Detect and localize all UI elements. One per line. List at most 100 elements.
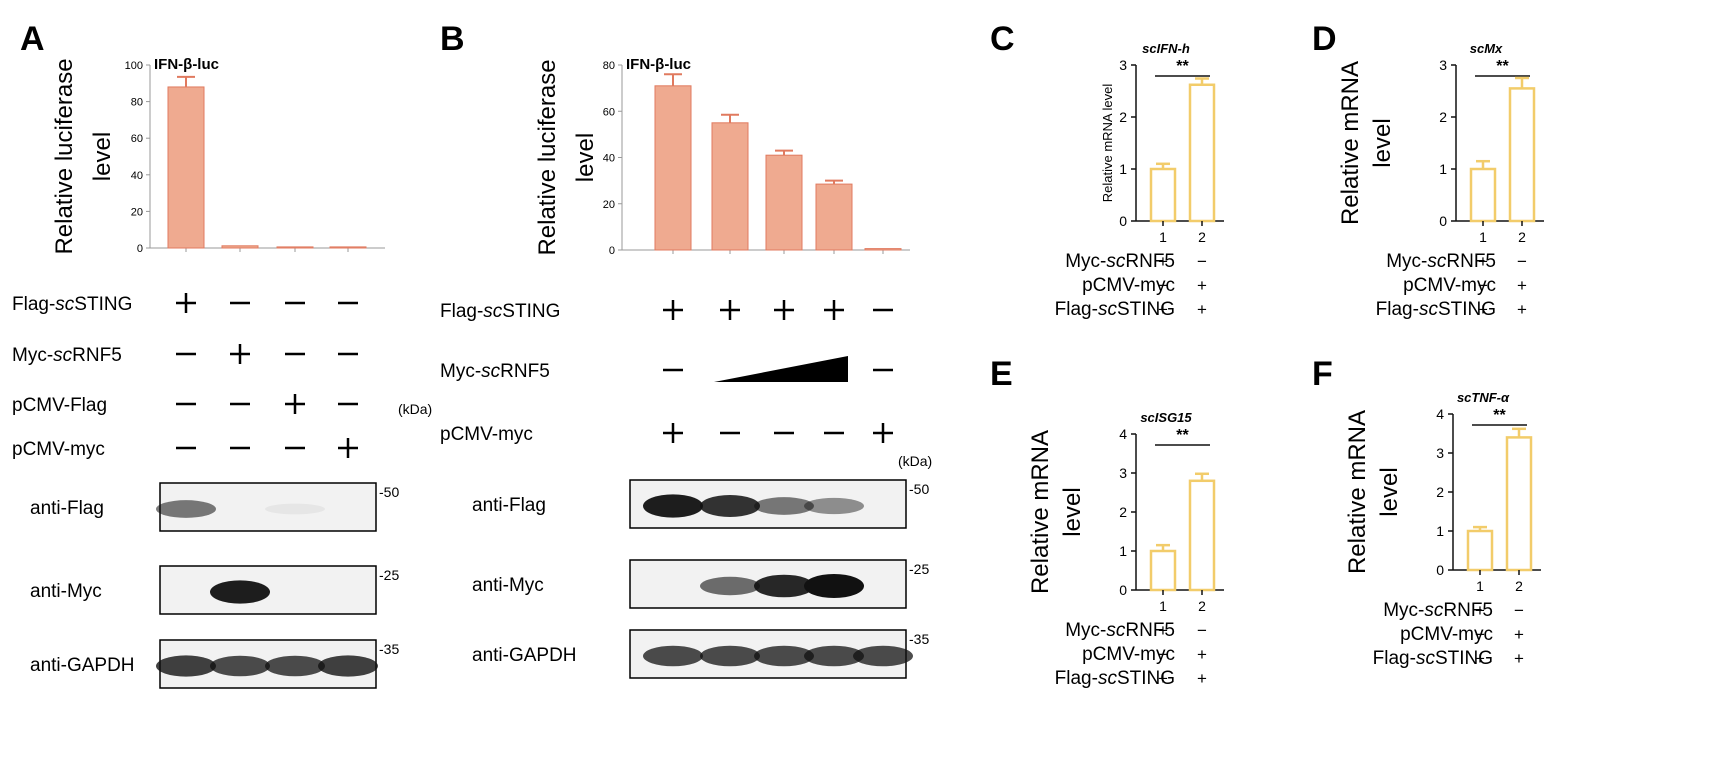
blot-label: anti-Myc: [472, 575, 544, 596]
y-tick-label: 2: [1439, 109, 1447, 125]
condition-label: Flag-scSTING: [1376, 299, 1496, 320]
plus-sign: +: [1158, 252, 1168, 271]
panel-label-c: C: [990, 20, 1015, 58]
chart-b: 0 20 40 60 80 Relative luciferase level IFN-β-l…: [440, 56, 932, 679]
y-tick-label: 4: [1119, 426, 1127, 442]
panel-label-b: B: [440, 20, 465, 58]
y-tick-label: 2: [1436, 484, 1444, 500]
panel-label-a: A: [20, 20, 45, 58]
condition-label: Myc-scRNF5: [12, 345, 122, 366]
condition-label: pCMV-myc: [1403, 275, 1496, 296]
y-axis-label: level: [1369, 118, 1396, 167]
bar: [815, 183, 853, 251]
plus-sign: +: [1197, 669, 1207, 688]
chart-title: IFN-β-luc: [154, 56, 219, 73]
y-tick-label: 100: [125, 60, 143, 72]
blot-band: [265, 655, 325, 677]
panel-label-e: E: [990, 355, 1013, 393]
bar: [1188, 479, 1216, 592]
y-tick-label: 1: [1439, 161, 1447, 177]
blot-label: anti-GAPDH: [30, 655, 135, 676]
plus-sign: +: [1478, 300, 1488, 319]
chart-f: 0 1 2 3 4 scTNF-α ** Relative mRNA level 1 2 Myc-sc…: [1344, 390, 1541, 669]
y-tick-label: 80: [603, 60, 615, 72]
minus-sign: −: [1475, 625, 1485, 644]
bar: [167, 86, 205, 249]
y-tick-label: 1: [1436, 523, 1444, 539]
minus-sign: −: [1158, 276, 1168, 295]
y-tick-label: 0: [137, 243, 143, 255]
gene-title: scMx: [1470, 41, 1503, 56]
y-tick-label: 40: [603, 153, 615, 165]
blot-label: anti-GAPDH: [472, 645, 577, 666]
condition-label: pCMV-myc: [440, 424, 533, 445]
y-axis-label: Relative mRNA: [1344, 410, 1371, 574]
plus-sign: +: [1197, 300, 1207, 319]
y-tick-label: 0: [1119, 582, 1127, 598]
plus-sign: +: [1158, 300, 1168, 319]
blot-band: [700, 645, 760, 667]
bar: [711, 122, 749, 251]
blot-band: [156, 655, 216, 677]
condition-label: pCMV-myc: [1082, 644, 1175, 665]
minus-sign: −: [1158, 645, 1168, 664]
blot-band: [754, 645, 814, 667]
bar: [1505, 436, 1533, 572]
blot-label: anti-Myc: [30, 581, 102, 602]
condition-label: Myc-scRNF5: [440, 361, 550, 382]
y-tick-label: 0: [1119, 213, 1127, 229]
condition-label: Flag-scSTING: [440, 301, 560, 322]
y-axis-label: Relative mRNA level: [1100, 84, 1115, 203]
blot-band: [643, 494, 703, 518]
marker-label: -35: [379, 641, 399, 657]
gene-title: scTNF-α: [1457, 390, 1510, 405]
condition-label: Flag-scSTING: [1373, 648, 1493, 669]
blot-band: [754, 497, 814, 515]
condition-label: Myc-scRNF5: [1065, 620, 1175, 641]
bar: [1508, 87, 1536, 223]
y-tick-label: 0: [1436, 562, 1444, 578]
minus-sign: −: [1517, 252, 1527, 271]
y-tick-label: 3: [1436, 445, 1444, 461]
y-axis-label: level: [1376, 467, 1403, 516]
x-tick-label: 1: [1159, 229, 1167, 245]
y-axis-label: level: [89, 132, 116, 181]
plus-sign: +: [1475, 601, 1485, 620]
condition-label: Myc-scRNF5: [1386, 251, 1496, 272]
blot-band: [700, 576, 760, 596]
significance-stars: **: [1496, 58, 1509, 75]
plus-sign: +: [1197, 645, 1207, 664]
x-tick-label: 1: [1476, 578, 1484, 594]
y-axis-label: Relative mRNA: [1337, 61, 1364, 225]
condition-label: pCMV-Flag: [12, 395, 107, 416]
blot-band: [210, 580, 270, 604]
blot-band: [265, 503, 325, 515]
marker-label: -50: [379, 484, 399, 500]
blot-band: [643, 645, 703, 667]
blot-band: [318, 655, 378, 677]
bar: [1149, 167, 1177, 223]
condition-label: Flag-scSTING: [12, 294, 132, 315]
plus-sign: +: [1158, 621, 1168, 640]
y-tick-label: 2: [1119, 504, 1127, 520]
plus-sign: +: [1514, 625, 1524, 644]
marker-label: -35: [909, 631, 929, 647]
blot-label: anti-Flag: [30, 498, 104, 519]
plus-sign: +: [1517, 300, 1527, 319]
y-tick-label: 1: [1119, 161, 1127, 177]
y-axis-label: Relative luciferase: [51, 58, 78, 254]
minus-sign: −: [1478, 276, 1488, 295]
chart-a: 0 20 40 60 80 100 Relative luciferase level IFN-…: [12, 56, 432, 689]
y-axis-label: Relative mRNA: [1027, 430, 1054, 594]
y-tick-label: 40: [131, 170, 143, 182]
y-tick-label: 4: [1436, 406, 1444, 422]
chart-c: 0 1 2 3 scIFN-h ** Relative mRNA level 1 2 Myc-sc…: [1055, 41, 1224, 320]
plus-sign: +: [1475, 649, 1485, 668]
y-tick-label: 3: [1119, 465, 1127, 481]
y-tick-label: 20: [603, 199, 615, 211]
blot-label: anti-Flag: [472, 495, 546, 516]
condition-label: pCMV-myc: [12, 439, 105, 460]
bar: [654, 85, 692, 251]
bar: [1149, 549, 1177, 592]
x-tick-label: 2: [1198, 598, 1206, 614]
